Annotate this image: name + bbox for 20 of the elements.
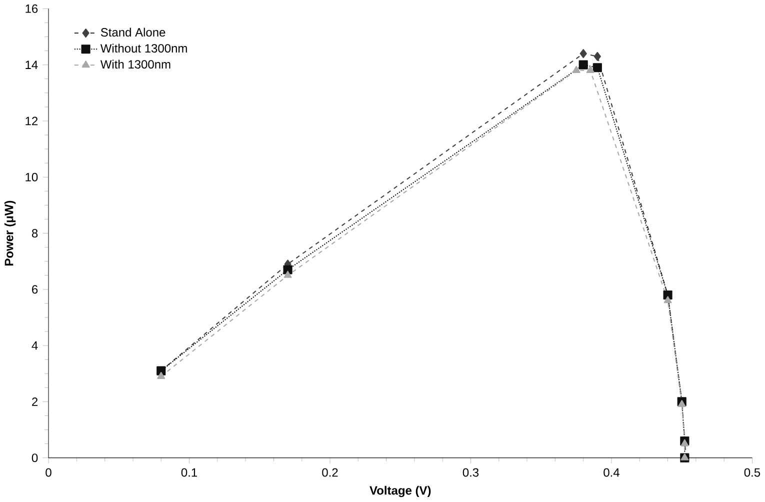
legend-label: Stand Alone (100, 28, 166, 37)
y-tick-label: 2 (32, 398, 38, 406)
y-tick-label: 14 (26, 60, 38, 70)
x-axis-title: Voltage (V) (370, 486, 431, 498)
y-tick-label: 6 (32, 285, 38, 294)
x-tick-label: 0 (46, 468, 52, 477)
legend-label: Without 1300nm (100, 44, 187, 53)
legend-label: With 1300nm (100, 60, 170, 69)
x-tick-label: 0.3 (462, 468, 479, 477)
y-tick-label: 12 (26, 116, 38, 126)
y-tick-label: 16 (26, 4, 38, 14)
y-axis-title: Power (μW) (4, 201, 16, 266)
y-tick-label: 4 (32, 342, 38, 350)
y-tick-label: 10 (26, 173, 38, 182)
y-tick-label: 0 (32, 454, 38, 462)
y-tick-label: 8 (32, 229, 38, 238)
x-tick-label: 0.4 (604, 468, 620, 477)
x-tick-label: 0.2 (322, 468, 338, 477)
x-tick-label: 0.5 (744, 468, 760, 477)
x-tick-label: 0.1 (181, 468, 198, 477)
